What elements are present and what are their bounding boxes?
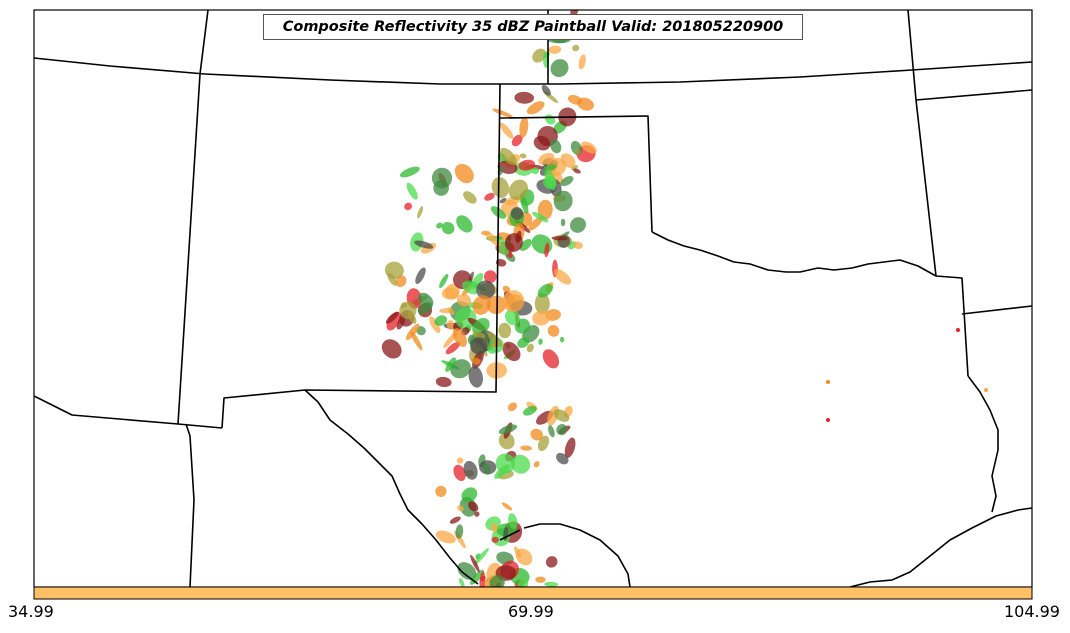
map-title: Composite Reflectivity 35 dBZ Paintball … <box>263 14 803 40</box>
colorbar-tick-max: 104.99 <box>1004 602 1060 621</box>
colorbar-tick-min: 34.99 <box>8 602 54 621</box>
colorbar-tick-mid: 69.99 <box>508 602 554 621</box>
storm-cell <box>956 328 960 332</box>
storm-cell <box>441 287 459 300</box>
storm-cell <box>984 388 988 392</box>
storm-cell <box>826 418 830 422</box>
storm-cell <box>826 380 830 384</box>
storm-cell <box>560 336 565 343</box>
